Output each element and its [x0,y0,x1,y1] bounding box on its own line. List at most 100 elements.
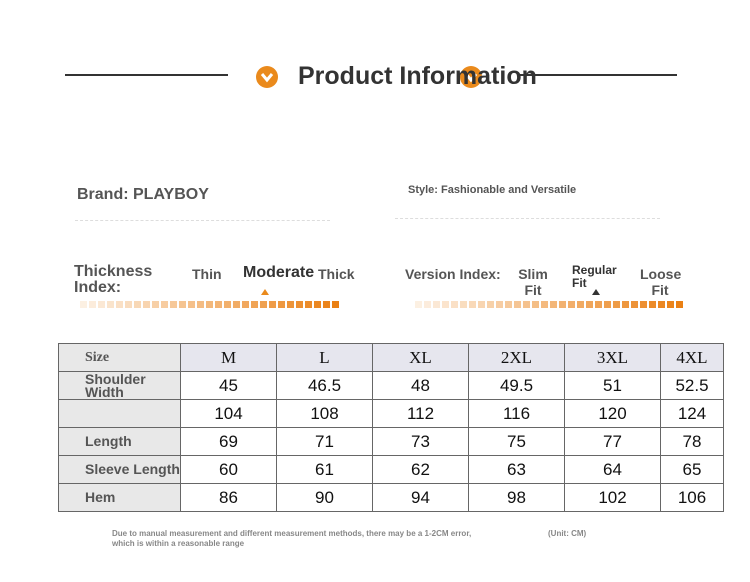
scale-step [188,301,195,308]
disclaimer: Due to manual measurement and different … [112,529,472,548]
scale-step [179,301,186,308]
cell: 120 [564,399,661,428]
cell: 98 [468,483,565,512]
scale-step [161,301,168,308]
size-table: Size M L XL 2XL 3XL 4XL Shoulder Width 45 46.5 48 4… [58,343,724,512]
scale-step [233,301,240,308]
cell: M [180,343,277,372]
cell: 3XL [564,343,661,372]
cell: 106 [660,483,724,512]
version-label: Version Index: [405,266,501,282]
option: Thick [318,266,355,282]
scale-step [640,301,647,308]
scale-step [424,301,431,308]
scale-step [323,301,330,308]
option-selected: Regular Fit [572,263,617,290]
cell: 108 [276,399,373,428]
cell: 112 [372,399,469,428]
scale-step [215,301,222,308]
option: Slim Fit [518,266,548,298]
scale-step [260,301,267,308]
cell: 73 [372,427,469,456]
cell: Length [58,427,181,456]
scale-step [242,301,249,308]
cell [58,399,181,428]
scale-step [658,301,665,308]
row: 104 108 112 116 120 124 [58,399,724,428]
scale-step [496,301,503,308]
scale-step [649,301,656,308]
scale-step [505,301,512,308]
scale-step [460,301,467,308]
marker [261,289,269,295]
scale-step [269,301,276,308]
cell: 60 [180,455,277,484]
scale-step [287,301,294,308]
icon [256,66,278,88]
cell: 49.5 [468,371,565,400]
scale-step [487,301,494,308]
scale-step [613,301,620,308]
scale-step [251,301,258,308]
cell: 62 [372,455,469,484]
scale-step [568,301,575,308]
cell: Sleeve Length [58,455,181,484]
cell: 86 [180,483,277,512]
cell: 48 [372,371,469,400]
cell: 4XL [660,343,724,372]
scale-step [469,301,476,308]
style: Style: Fashionable and Versatile [408,184,577,196]
cell: 71 [276,427,373,456]
scale-step [332,301,339,308]
cell: 90 [276,483,373,512]
scale-step [667,301,674,308]
cell: 45 [180,371,277,400]
scale-step [170,301,177,308]
cell: 116 [468,399,565,428]
cell: L [276,343,373,372]
scale-step [197,301,204,308]
scale-step [532,301,539,308]
cell: 2XL [468,343,565,372]
scale-step [125,301,132,308]
scale-step [143,301,150,308]
header-row: Size M L XL 2XL 3XL 4XL [58,343,724,372]
cell: Shoulder Width [58,371,181,400]
scale-step [595,301,602,308]
scale-step [514,301,521,308]
divider [65,74,228,76]
cell: 75 [468,427,565,456]
option: Loose Fit [640,266,682,298]
scale-step [314,301,321,308]
scale-step [550,301,557,308]
divider [520,74,677,76]
scale-step [98,301,105,308]
brand: Brand: PLAYBOY [77,186,209,203]
unit: (Unit: CM) [548,529,587,538]
cell: 64 [564,455,661,484]
title: Product Information [298,62,537,90]
underline [395,218,660,219]
scale-step [631,301,638,308]
marker [592,289,600,295]
cell: 102 [564,483,661,512]
option-selected: Moderate [243,264,315,281]
scale-step [577,301,584,308]
scale-step [89,301,96,308]
scale-step [523,301,530,308]
cell: 124 [660,399,724,428]
cell: 77 [564,427,661,456]
scale-step [415,301,422,308]
cell: XL [372,343,469,372]
cell: Hem [58,483,181,512]
thickness-label: Thickness Index: [74,263,153,296]
cell: 69 [180,427,277,456]
scale-step [107,301,114,308]
scale-step [433,301,440,308]
cell: 65 [660,455,724,484]
row: Length 69 71 73 75 77 78 [58,427,724,456]
option: Thin [192,266,222,282]
scale-step [559,301,566,308]
cell: 46.5 [276,371,373,400]
